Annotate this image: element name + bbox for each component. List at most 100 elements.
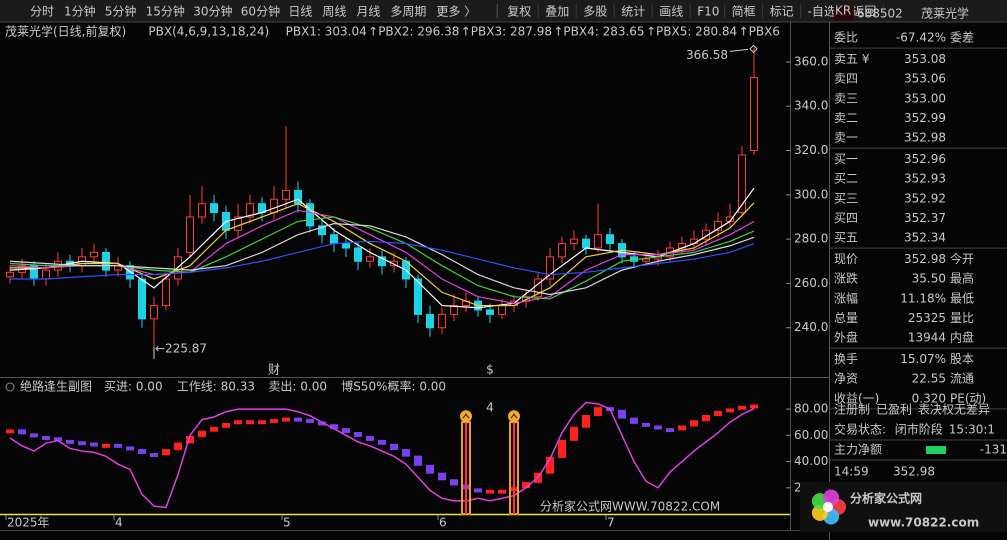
tool-button[interactable]: 多股 [583,5,607,19]
trend-block [738,405,746,410]
quote-side-label: PE(动) [950,391,986,405]
period-tab[interactable]: 60分钟 [241,4,280,19]
last-trade-time: 14:59 [834,465,869,479]
quote-tag: 表决权无差异 [918,403,990,417]
tool-button[interactable]: -自选 [808,5,836,19]
quote-value: 0.320 [912,391,946,405]
period-tab[interactable]: 5分钟 [105,4,137,19]
trend-block [150,453,158,457]
quote-label: 总量 [834,311,858,325]
candle-body [558,243,566,258]
sub-settings-icon[interactable] [5,382,15,392]
trend-block [126,446,134,451]
watermark: 分析家公式网WWW.70822.COM [540,499,720,514]
chart-title: 茂莱光学(日线,前复权) [5,24,126,39]
trend-block [654,425,662,430]
x-tick-label: 4 [115,516,123,530]
legend-arrow: ↑ [461,25,471,39]
trend-block [54,437,62,442]
tool-button[interactable]: 叠加 [545,5,569,19]
indicator-name: PBX(4,6,9,13,18,24) [148,25,269,39]
period-tab[interactable]: 15分钟 [146,4,185,19]
period-tab[interactable]: 1分钟 [64,4,96,19]
period-tab[interactable]: 多周期 [390,5,426,19]
legend-arrow: ↑ [739,25,749,39]
candle-body [90,251,98,258]
quote-side-label: 最低 [950,291,974,305]
quote-value: -67.42% [896,31,946,45]
legend-arrow: ↑ [553,25,563,39]
trend-block [690,420,698,427]
trend-block [30,433,38,438]
trend-block [354,432,362,437]
sub-legend-entry: 卖出: 0.00 [268,380,327,394]
candle-body [546,256,554,280]
trend-block [90,442,98,447]
tool-button[interactable]: 简框 [732,5,756,19]
period-tab[interactable]: 更多 〉 [436,5,476,19]
y-tick-label: 320.0 [794,143,828,157]
trend-block [186,435,194,444]
trend-block [6,429,14,434]
y-tick-label: 260.0 [794,276,828,290]
candle-body [162,278,170,307]
quote-value: 352.37 [904,211,946,225]
quote-value: 353.00 [904,91,946,105]
tool-button[interactable]: 统计 [621,5,645,19]
quote-label: 卖一 [834,131,858,145]
quote-side-label: 股本 [950,352,974,366]
logo-center [823,502,833,512]
candle-body [582,238,590,249]
period-tab[interactable]: 30分钟 [193,4,232,19]
event-marker: 财 [268,363,280,377]
candle-body [342,243,350,249]
trend-block [582,414,590,428]
tool-button[interactable]: 标记 [770,5,794,19]
x-tick-label: 7 [607,516,615,530]
legend-entry: PBX5: 280.84 [656,25,737,39]
trend-block [486,489,494,494]
trend-block [426,464,434,474]
quote-side-label: 最高 [950,271,974,286]
annotation-diamond [749,44,758,54]
quote-label: 买三 [834,191,858,205]
quote-value: 353.08 [904,52,946,66]
legend-entry: PBX3: 287.98 [471,25,552,39]
work-line [9,401,755,509]
quote-label: 涨幅 [834,290,858,305]
candle-body [150,305,158,320]
candle-body [306,203,314,227]
period-tab[interactable]: 周线 [322,5,346,19]
trend-block [414,455,422,466]
quote-value: 352.34 [904,231,946,245]
candle-body [738,154,746,214]
period-tab[interactable]: 分时 [30,5,54,19]
quote-side-label: 委差 [950,31,974,45]
tool-button[interactable]: 复权 [507,5,531,19]
toolbar-bg [0,0,1007,22]
event-marker: $ [486,363,494,377]
tool-button[interactable]: F10 [697,5,719,19]
badge-bg [834,6,854,21]
quote-label: 买二 [834,172,858,186]
pbx-line [10,240,755,280]
tool-button[interactable]: 画线 [659,5,683,19]
candle-body [198,203,206,218]
quote-side-label: 量比 [950,311,974,325]
quote-value: 22.55 [912,372,946,386]
trend-block [306,418,314,423]
trend-block [42,435,50,440]
candle-body [186,216,194,253]
trend-block [594,407,602,416]
quote-label: 收益(一) [834,391,879,405]
trend-block [102,443,110,448]
tool-button[interactable]: 返回 [852,5,876,19]
candle-body [714,220,722,231]
quote-label: 净资 [834,372,858,386]
quote-tag: 注册制 [834,402,870,417]
quote-value: 352.98 [904,131,946,145]
period-tab[interactable]: 日线 [288,5,312,19]
period-tab[interactable]: 月线 [356,5,380,19]
trend-block [114,443,122,448]
